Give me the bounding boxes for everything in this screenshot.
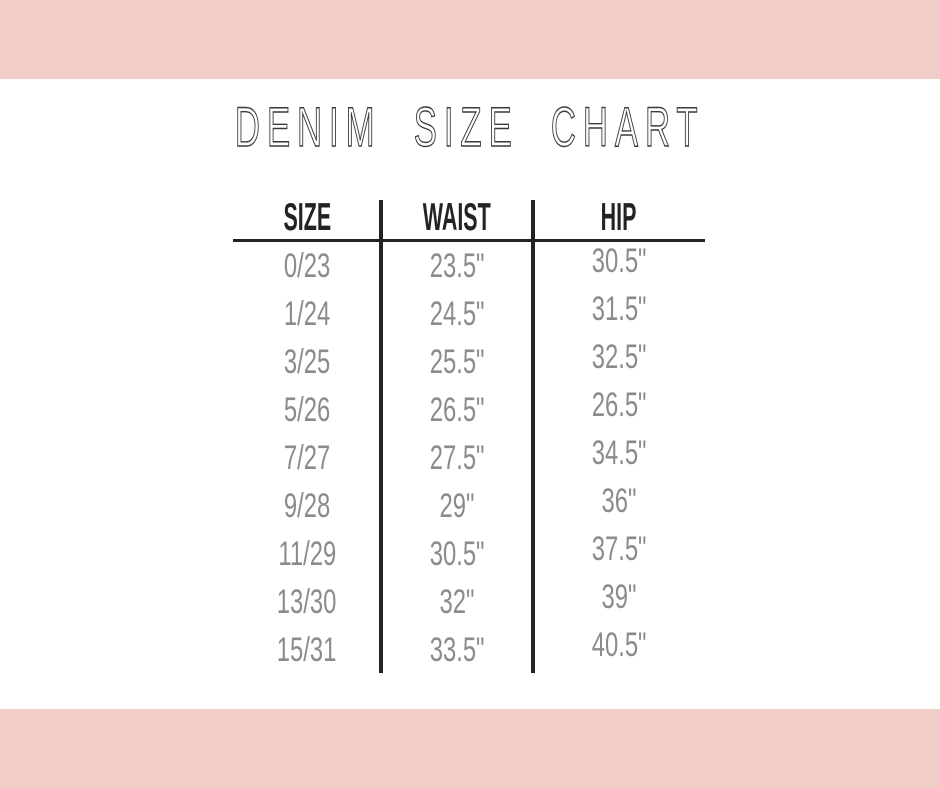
waist-cell: 29": [439, 486, 475, 525]
waist-cell: 33.5": [429, 630, 485, 669]
size-cell: 1/24: [283, 294, 331, 333]
table-row: 11/29 30.5" 37.5": [233, 530, 705, 578]
hip-cell: 36": [601, 481, 637, 520]
table-row: 5/26 26.5" 26.5": [233, 386, 705, 434]
size-cell: 7/27: [283, 438, 331, 477]
table-row: 15/31 33.5" 40.5": [233, 626, 705, 674]
size-cell: 9/28: [283, 486, 331, 525]
hip-cell: 26.5": [591, 385, 647, 424]
table-header-row: SIZE WAIST HIP: [233, 196, 705, 239]
table-row: 1/24 24.5" 31.5": [233, 290, 705, 338]
table-row: 7/27 27.5" 34.5": [233, 434, 705, 482]
hip-cell: 39": [601, 577, 637, 616]
size-cell: 15/31: [277, 630, 337, 669]
waist-cell: 23.5": [429, 246, 485, 285]
top-band: [0, 0, 940, 79]
table-row: 3/25 25.5" 32.5": [233, 338, 705, 386]
waist-cell: 25.5": [429, 342, 485, 381]
size-cell: 11/29: [278, 534, 336, 573]
header-divider-line: [233, 239, 705, 242]
column-header-hip: HIP: [601, 196, 637, 239]
size-cell: 5/26: [283, 390, 331, 429]
column-divider-waist-hip: [531, 200, 535, 673]
hip-cell: 37.5": [591, 529, 647, 568]
waist-cell: 24.5": [429, 294, 485, 333]
waist-cell: 32": [439, 582, 475, 621]
table-row: 13/30 32" 39": [233, 578, 705, 626]
page-title: DENIM SIZE CHART: [235, 94, 705, 158]
size-cell: 3/25: [283, 342, 331, 381]
hip-cell: 31.5": [591, 289, 647, 328]
waist-cell: 30.5": [429, 534, 485, 573]
column-divider-size-waist: [379, 200, 383, 673]
hip-cell: 40.5": [591, 625, 647, 664]
size-cell: 0/23: [283, 246, 331, 285]
hip-cell: 30.5": [591, 241, 647, 280]
table-row: 0/23 23.5" 30.5": [233, 242, 705, 290]
bottom-band: [0, 709, 940, 788]
size-chart-table: SIZE WAIST HIP 0/23 23.5" 30.5" 1/24 24.…: [233, 196, 705, 674]
page-title-wrap: DENIM SIZE CHART: [0, 94, 940, 159]
waist-cell: 27.5": [429, 438, 485, 477]
waist-cell: 26.5": [429, 390, 485, 429]
column-header-size: SIZE: [283, 196, 331, 239]
table-row: 9/28 29" 36": [233, 482, 705, 530]
hip-cell: 34.5": [591, 433, 647, 472]
column-header-waist: WAIST: [423, 196, 491, 239]
size-cell: 13/30: [277, 582, 337, 621]
hip-cell: 32.5": [591, 337, 647, 376]
